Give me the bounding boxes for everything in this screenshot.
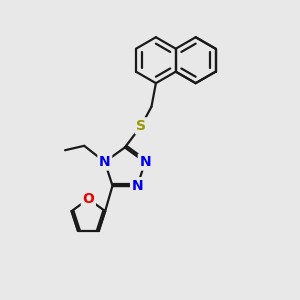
Text: O: O <box>82 192 94 206</box>
Text: N: N <box>132 179 143 193</box>
Text: N: N <box>139 155 151 169</box>
Text: N: N <box>99 155 111 169</box>
Text: S: S <box>136 119 146 133</box>
